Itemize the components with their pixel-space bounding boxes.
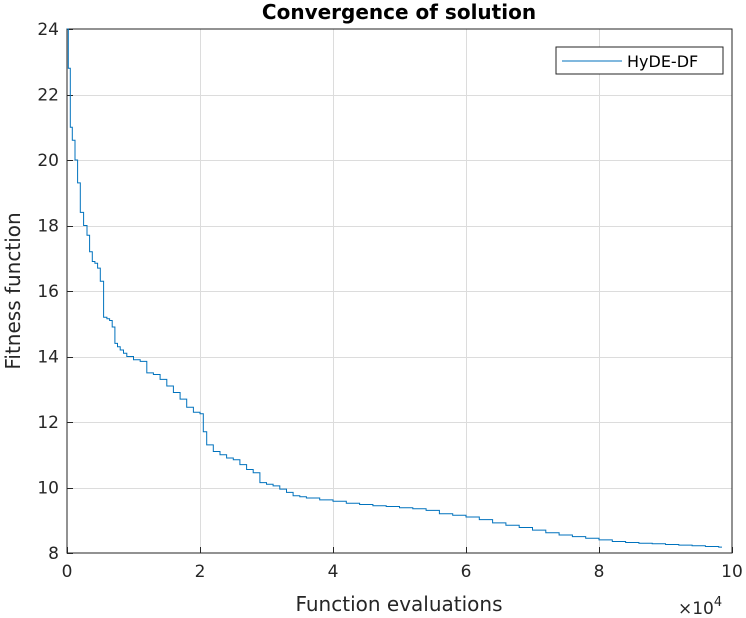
x-tick-label: 8: [594, 562, 605, 582]
y-tick-label: 18: [37, 217, 59, 237]
y-tick-label: 22: [37, 86, 59, 106]
grid: [67, 29, 732, 553]
y-axis-label: Fitness function: [1, 212, 25, 369]
legend-box: [555, 46, 724, 75]
y-tick-label: 24: [37, 20, 59, 40]
y-tick-label: 8: [48, 544, 59, 564]
x-tick-label: 2: [195, 562, 206, 582]
y-tick-label: 12: [37, 413, 59, 433]
y-tick-label: 14: [37, 348, 59, 368]
x-exponent-label: ×104: [678, 595, 722, 618]
chart-title: Convergence of solution: [262, 0, 536, 24]
x-axis-label: Function evaluations: [295, 592, 502, 616]
x-tick-label: 6: [461, 562, 472, 582]
x-tick-label: 0: [62, 562, 73, 582]
x-tick-label: 10: [721, 562, 743, 582]
legend-label-hyde-df: HyDE-DF: [627, 52, 698, 71]
y-tick-label: 10: [37, 479, 59, 499]
series: [67, 28, 722, 548]
series-line-hyde-df: [67, 28, 722, 548]
y-tick-label: 20: [37, 151, 59, 171]
legend: HyDE-DF: [555, 46, 724, 75]
x-tick-label: 4: [328, 562, 339, 582]
y-tick-label: 16: [37, 282, 59, 302]
